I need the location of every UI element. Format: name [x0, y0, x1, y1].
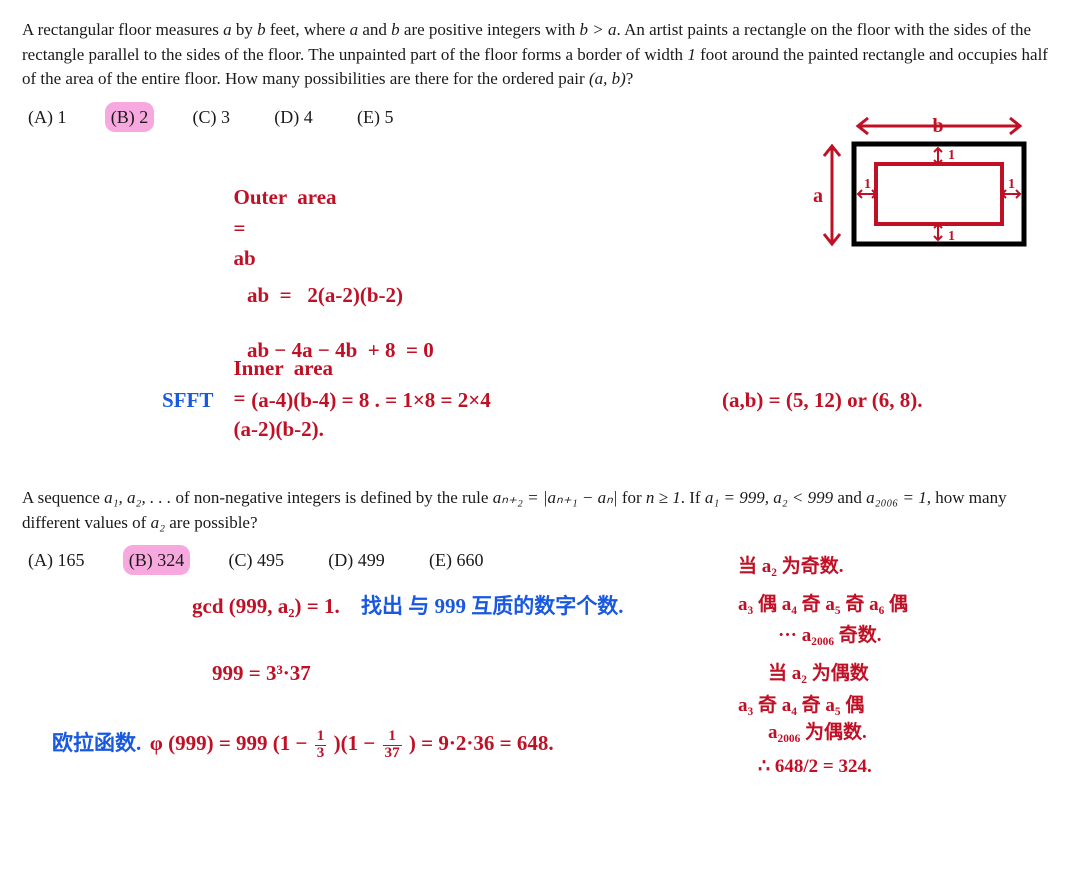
p2-t4: and [833, 488, 866, 507]
p1-line1-rhs: ab [234, 246, 256, 270]
p1-choice-e[interactable]: (E) 5 [351, 102, 399, 132]
p1-choice-b[interactable]: (B) 2 [105, 102, 155, 132]
p2-nge1: n ≥ 1 [646, 488, 681, 507]
problem-1-work: b a 1 1 1 1 [22, 140, 1058, 460]
p2-choice-b[interactable]: (B) 324 [123, 545, 191, 575]
p1-t3: and [358, 20, 391, 39]
p1-one: 1 [687, 45, 696, 64]
p1-var-b2: b [391, 20, 400, 39]
p2-t6: are possible? [165, 513, 258, 532]
p1-t0: A rectangular floor measures [22, 20, 223, 39]
diagram-label-b: b [932, 115, 943, 137]
diagram-label-1t: 1 [948, 148, 955, 163]
p2-frac2: 137 [383, 729, 402, 762]
p2-t3: . If [681, 488, 705, 507]
p2-frac1-n: 1 [315, 729, 327, 746]
p2-choice-e[interactable]: (E) 660 [423, 545, 489, 575]
p1-var-a2: a [350, 20, 359, 39]
diagram-label-1l: 1 [864, 177, 871, 192]
p1-line4: ab − 4a − 4b + 8 = 0 [247, 335, 434, 365]
p2-side-title-even: 当 a₂ 为偶数 [768, 660, 1058, 688]
floor-diagram: b a 1 1 1 1 [788, 112, 1038, 262]
diagram-label-1b: 1 [948, 229, 955, 244]
problem-2-side-notes: 当 a₂ 为奇数. a₃ 偶 a₄ 奇 a₅ 奇 a₆ 偶 ··· a₂₀₀₆ … [738, 553, 1058, 780]
p2-choice-a[interactable]: (A) 165 [22, 545, 91, 575]
p1-t4: are positive integers with [400, 20, 580, 39]
p1-line1-lhs: Outer area [234, 182, 404, 212]
p1-line2-rhs: (a-2)(b-2). [234, 417, 324, 441]
p1-line1-eq: = [234, 213, 289, 243]
problem-2-work: gcd (999, a₂) = 1. 找出 与 999 互质的数字个数. 999… [22, 583, 1058, 843]
diagram-label-a: a [813, 185, 823, 207]
p2-frac1-d: 3 [315, 746, 327, 762]
diagram-label-1r: 1 [1008, 177, 1015, 192]
p1-t1: by [232, 20, 258, 39]
p2-euler-label: 欧拉函数. [52, 731, 141, 755]
problem-1-text: A rectangular floor measures a by b feet… [22, 18, 1058, 92]
p2-frac2-n: 1 [383, 729, 402, 746]
p2-t1: of non-negative integers is defined by t… [171, 488, 492, 507]
p1-choice-c[interactable]: (C) 3 [187, 102, 237, 132]
p2-choice-d[interactable]: (D) 499 [322, 545, 391, 575]
p2-side-even2: a₂₀₀₆ 为偶数. [768, 719, 1058, 747]
p2-seq: a₁, a₂, . . . [104, 488, 171, 507]
p2-note-blue: 找出 与 999 互质的数字个数. [361, 594, 624, 618]
p2-a2: a₂ [151, 513, 165, 532]
p2-t0: A sequence [22, 488, 104, 507]
p2-init: a₁ = 999, a₂ < 999 [705, 488, 833, 507]
p1-line5: (a-4)(b-4) = 8 . = 1×8 = 2×4 [251, 388, 490, 412]
p2-factor: 999 = 3³·37 [212, 658, 311, 688]
p2-phi-b: )(1 − [334, 731, 376, 755]
p2-side-odd1: a₃ 偶 a₄ 奇 a₅ 奇 a₆ 偶 [738, 591, 1058, 619]
p2-term: a₂₀₀₆ = 1 [866, 488, 927, 507]
p1-t2: feet, where [266, 20, 350, 39]
p2-choice-c[interactable]: (C) 495 [223, 545, 291, 575]
problem-2-text: A sequence a₁, a₂, . . . of non-negative… [22, 486, 1058, 535]
p2-frac2-d: 37 [383, 746, 402, 762]
p2-side-even1: a₃ 奇 a₄ 奇 a₅ 偶 [738, 692, 1058, 720]
p2-rule: aₙ₊₂ = |aₙ₊₁ − aₙ| [493, 488, 618, 507]
p2-side-odd2: ··· a₂₀₀₆ 奇数. [778, 622, 1058, 650]
p2-side-title-odd: 当 a₂ 为奇数. [738, 553, 1058, 581]
p1-choice-d[interactable]: (D) 4 [268, 102, 319, 132]
p2-phi-a: φ (999) = 999 (1 − [150, 731, 308, 755]
p1-sft-label: SFFT [162, 385, 247, 415]
p1-pair: (a, b) [589, 69, 626, 88]
p1-choice-a[interactable]: (A) 1 [22, 102, 73, 132]
p1-t7: ? [626, 69, 634, 88]
p1-var-a: a [223, 20, 232, 39]
p1-line3: ab = 2(a-2)(b-2) [247, 280, 403, 310]
p2-phi-c: ) = 9·2·36 = 648. [409, 731, 554, 755]
p1-line5-ans: (a,b) = (5, 12) or (6, 8). [722, 385, 923, 415]
p2-t2: for [618, 488, 646, 507]
p1-bgta: b > a [580, 20, 617, 39]
p2-side-conclude: ∴ 648/2 = 324. [758, 753, 1058, 781]
p2-frac1: 13 [315, 729, 327, 762]
p2-gcd: gcd (999, a₂) = 1. [192, 594, 340, 618]
p1-var-b: b [257, 20, 266, 39]
